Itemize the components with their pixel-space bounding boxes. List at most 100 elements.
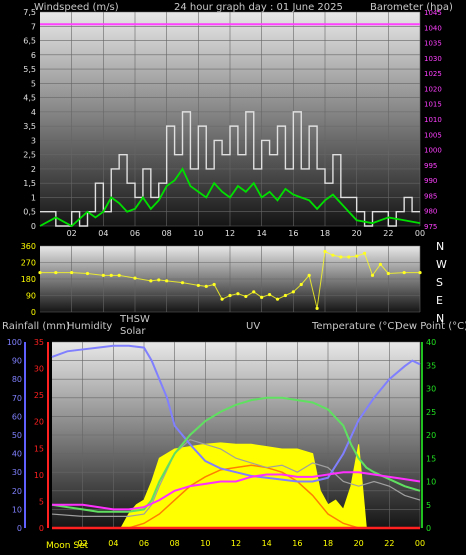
rainfall-axis-label: Rainfall (mm) (2, 321, 70, 332)
temperature-tick-label: 5 (426, 501, 431, 510)
windspeed-line (39, 167, 421, 228)
wind-x-tick-label: 04 (98, 229, 108, 238)
humidity-tick-label: 70 (12, 394, 22, 403)
wind-y-tick-label: 2,5 (23, 151, 36, 160)
humidity-tick-label: 0 (17, 524, 22, 533)
humidity-tick-label: 100 (7, 338, 22, 347)
temperature-tick-label: 10 (426, 478, 436, 487)
humidity-axis-label: Humidity (67, 321, 113, 332)
wind-x-tick-label: 16 (288, 229, 298, 238)
solar-label: Solar (120, 326, 146, 337)
barometer-tick-label: 1040 (424, 24, 442, 32)
temperature-tick-label: 40 (426, 338, 436, 347)
rainfall-tick-label: 5 (39, 497, 44, 506)
wind-x-tick-label: 22 (383, 229, 393, 238)
wind-x-tick-label: 06 (130, 229, 140, 238)
wind-x-tick-label: 14 (257, 229, 267, 238)
barometer-tick-label: 985 (424, 192, 437, 200)
gust-line (40, 111, 420, 227)
humidity-tick-label: 20 (12, 487, 22, 496)
wind-y-tick-label: 5,5 (23, 65, 36, 74)
weather-x-tick-label: 20 (354, 539, 364, 548)
wind-x-tick-label: 02 (67, 229, 77, 238)
temperature-tick-label: 20 (426, 431, 436, 440)
direction-label-n-bottom: N (436, 312, 445, 325)
direction-y-tick-label: 270 (21, 259, 36, 268)
temperature-tick-label: 25 (426, 408, 436, 417)
wind-y-tick-label: 4 (31, 108, 36, 117)
humidity-tick-label: 80 (12, 375, 22, 384)
temperature-tick-label: 30 (426, 385, 436, 394)
thsw-line (51, 438, 421, 517)
direction-y-tick-label: 90 (26, 292, 36, 301)
rainfall-tick-label: 25 (34, 391, 44, 400)
weather-x-tick-label: 14 (262, 539, 272, 548)
wind-y-tick-label: 7 (31, 22, 36, 31)
dew-point-label: Dew Point (°C) (395, 321, 466, 332)
weather-x-tick-label: 04 (108, 539, 118, 548)
rainfall-tick-label: 30 (34, 365, 44, 374)
barometer-tick-label: 995 (424, 162, 437, 170)
weather-x-tick-label: 12 (231, 539, 241, 548)
wind-y-tick-label: 6,5 (23, 37, 36, 46)
weather-x-tick-label: 10 (200, 539, 210, 548)
temperature-tick-label: 15 (426, 454, 436, 463)
rainfall-tick-label: 20 (34, 418, 44, 427)
wind-y-tick-label: 0,5 (23, 208, 36, 217)
direction-y-tick-label: 360 (21, 242, 36, 251)
weather-x-tick-label: 06 (139, 539, 149, 548)
wind-x-tick-label: 08 (162, 229, 172, 238)
barometer-tick-label: 1030 (424, 55, 442, 63)
humidity-line (51, 344, 421, 483)
wind-y-tick-label: 4,5 (23, 94, 36, 103)
weather-x-tick-label: 16 (292, 539, 302, 548)
uv-label: UV (246, 321, 261, 332)
wind-x-tick-label: 10 (193, 229, 203, 238)
humidity-tick-label: 10 (12, 505, 22, 514)
temperature-tick-label: 0 (426, 524, 431, 533)
wind-x-tick-label: 18 (320, 229, 330, 238)
direction-label-s: S (436, 276, 443, 289)
direction-y-tick-label: 180 (21, 275, 36, 284)
barometer-tick-label: 1000 (424, 147, 442, 155)
temperature-axis-label: Temperature (°C) (312, 321, 399, 332)
weather-x-tick-label: 08 (170, 539, 180, 548)
temperature-tick-label: 35 (426, 361, 436, 370)
rainfall-tick-label: 10 (34, 471, 44, 480)
wind-y-tick-label: 6 (31, 51, 36, 60)
wind-y-tick-label: 3 (31, 136, 36, 145)
wind-y-tick-label: 1,5 (23, 179, 36, 188)
wind-y-tick-label: 7,5 (23, 8, 36, 17)
barometer-tick-label: 1035 (424, 40, 442, 48)
barometer-tick-label: 1010 (424, 116, 442, 124)
page-title: 24 hour graph day : 01 June 2025 (174, 2, 343, 13)
weather-x-tick-label: 00 (415, 539, 425, 548)
humidity-tick-label: 30 (12, 468, 22, 477)
wind-axis-label: Windspeed (m/s) (34, 2, 119, 13)
direction-label-n-top: N (436, 240, 445, 253)
direction-trace (40, 250, 420, 309)
humidity-tick-label: 90 (12, 357, 22, 366)
wind-y-tick-label: 0 (31, 222, 36, 231)
moon-set-label: Moon Set (46, 541, 89, 551)
humidity-tick-label: 60 (12, 412, 22, 421)
humidity-tick-label: 40 (12, 450, 22, 459)
rainfall-tick-label: 35 (34, 338, 44, 347)
weather-x-tick-label: 02 (78, 539, 88, 548)
direction-y-tick-label: 0 (31, 308, 36, 317)
thsw-label: THSW (120, 314, 150, 325)
wind-y-tick-label: 2 (31, 165, 36, 174)
direction-label-w: W (436, 258, 447, 271)
humidity-tick-label: 50 (12, 431, 22, 440)
wind-x-tick-label: 20 (352, 229, 362, 238)
barometer-tick-label: 980 (424, 208, 437, 216)
weather-x-tick-label: 22 (384, 539, 394, 548)
uv-line (52, 464, 420, 529)
rainfall-tick-label: 0 (39, 524, 44, 533)
wind-y-tick-label: 1 (31, 193, 36, 202)
rainfall-tick-label: 15 (34, 444, 44, 453)
barometer-tick-label: 990 (424, 177, 437, 185)
wind-x-tick-label: 12 (225, 229, 235, 238)
